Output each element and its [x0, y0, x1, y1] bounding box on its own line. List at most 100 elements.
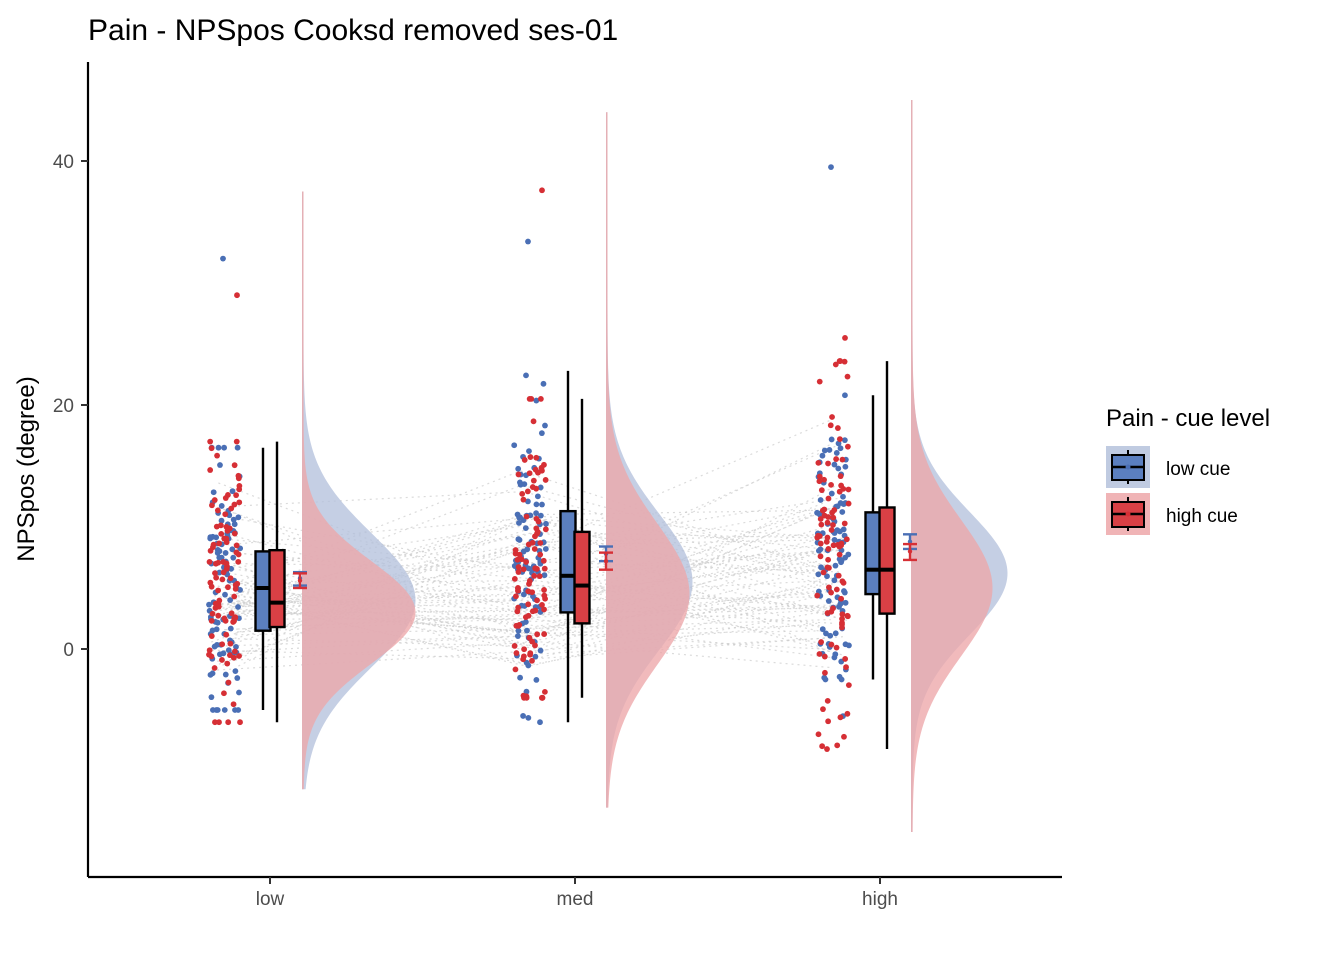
point-high-cue — [223, 560, 230, 567]
point-low-cue — [218, 503, 225, 509]
point-high-cue — [206, 647, 213, 654]
point-high-cue — [839, 456, 846, 463]
point-high-cue — [825, 556, 832, 563]
subject-line — [211, 504, 830, 614]
subject-line — [214, 517, 843, 613]
point-high-cue — [219, 657, 225, 663]
point-low-cue — [209, 707, 216, 713]
point-low-cue — [231, 521, 238, 528]
point-low-cue — [234, 444, 241, 451]
point-low-cue — [526, 448, 532, 455]
point-high-cue — [837, 714, 844, 721]
point-high-cue — [526, 470, 533, 477]
y-axis-ticks: 0 20 40 — [53, 152, 88, 661]
point-high-cue — [830, 514, 837, 521]
point-low-cue — [522, 525, 529, 531]
point-low-cue — [538, 430, 545, 437]
x-tick-label-high: high — [862, 889, 898, 910]
point-high-cue — [227, 575, 234, 582]
point-high-cue — [514, 556, 521, 563]
point-low-cue — [831, 577, 838, 584]
point-high-cue — [512, 666, 519, 673]
point-high-cue — [534, 631, 541, 638]
point-high-cue — [815, 459, 822, 466]
subject-line — [230, 584, 833, 610]
point-high-cue — [819, 743, 826, 750]
box — [878, 506, 896, 615]
point-high-cue — [223, 631, 230, 638]
point-high-cue — [515, 569, 522, 575]
point-low-cue — [832, 630, 839, 637]
point-low-cue — [210, 489, 217, 496]
x-tick-label-med: med — [557, 889, 594, 910]
point-low-cue — [840, 493, 846, 500]
point-low-cue — [825, 598, 832, 604]
point-high-cue — [227, 640, 234, 647]
point-high-cue — [533, 525, 540, 532]
point-low-cue — [516, 514, 523, 521]
point-high-cue — [208, 445, 215, 452]
point-low-cue — [515, 465, 522, 472]
legend: Pain - cue level low cue high cue — [1106, 405, 1270, 535]
point-high-cue — [839, 578, 846, 585]
point-low-cue — [832, 562, 839, 569]
boxplot-low-cue-low — [254, 447, 272, 710]
point-low-cue — [237, 586, 243, 593]
point-low-cue — [837, 500, 844, 506]
point-low-cue — [842, 392, 848, 399]
point-high-cue — [817, 516, 824, 522]
legend-item-low-cue: low cue — [1106, 446, 1230, 488]
point-high-cue — [231, 530, 238, 537]
point-high-cue — [214, 452, 220, 459]
point-high-cue — [529, 484, 536, 490]
point-low-cue — [230, 554, 237, 561]
point-low-cue — [818, 564, 824, 571]
point-high-cue — [842, 656, 849, 662]
point-high-cue — [814, 534, 821, 541]
point-high-cue — [537, 396, 544, 402]
y-tick-label: 20 — [53, 396, 74, 417]
point-high-cue — [538, 464, 545, 471]
point-low-cue — [533, 397, 540, 404]
subject-line — [231, 548, 824, 635]
point-low-cue — [233, 643, 239, 650]
point-high-cue — [233, 542, 240, 549]
point-low-cue — [827, 632, 834, 639]
point-high-cue — [834, 425, 841, 431]
point-high-cue — [213, 560, 219, 567]
point-high-cue — [841, 520, 848, 527]
point-low-cue — [525, 714, 532, 721]
point-high-cue — [540, 557, 547, 564]
point-high-cue — [824, 534, 831, 541]
point-high-cue — [825, 718, 832, 725]
point-high-cue — [211, 665, 218, 671]
point-high-cue — [216, 597, 223, 604]
point-low-cue — [216, 569, 223, 576]
point-high-cue — [534, 597, 540, 604]
subject-line — [226, 560, 847, 641]
density-high-cue-high — [911, 100, 993, 832]
point-high-cue — [207, 547, 214, 554]
subject-line — [235, 549, 843, 634]
point-high-cue — [531, 546, 538, 552]
point-high-cue — [816, 378, 823, 385]
point-high-cue — [519, 490, 526, 497]
point-low-cue — [216, 651, 223, 658]
point-high-cue — [824, 564, 831, 571]
point-high-cue — [822, 669, 828, 676]
point-high-cue — [220, 569, 227, 576]
box — [254, 550, 272, 632]
point-high-cue — [816, 651, 823, 657]
point-low-cue — [819, 452, 826, 459]
box — [268, 548, 286, 629]
point-high-cue — [236, 499, 243, 506]
point-low-cue — [842, 463, 849, 470]
point-low-cue — [539, 501, 545, 508]
point-low-cue — [831, 536, 838, 543]
point-low-cue — [222, 671, 229, 678]
point-high-cue — [533, 454, 540, 461]
point-high-cue — [237, 719, 243, 726]
point-high-cue — [207, 579, 214, 586]
point-low-cue — [520, 713, 526, 719]
point-high-cue — [531, 572, 538, 579]
